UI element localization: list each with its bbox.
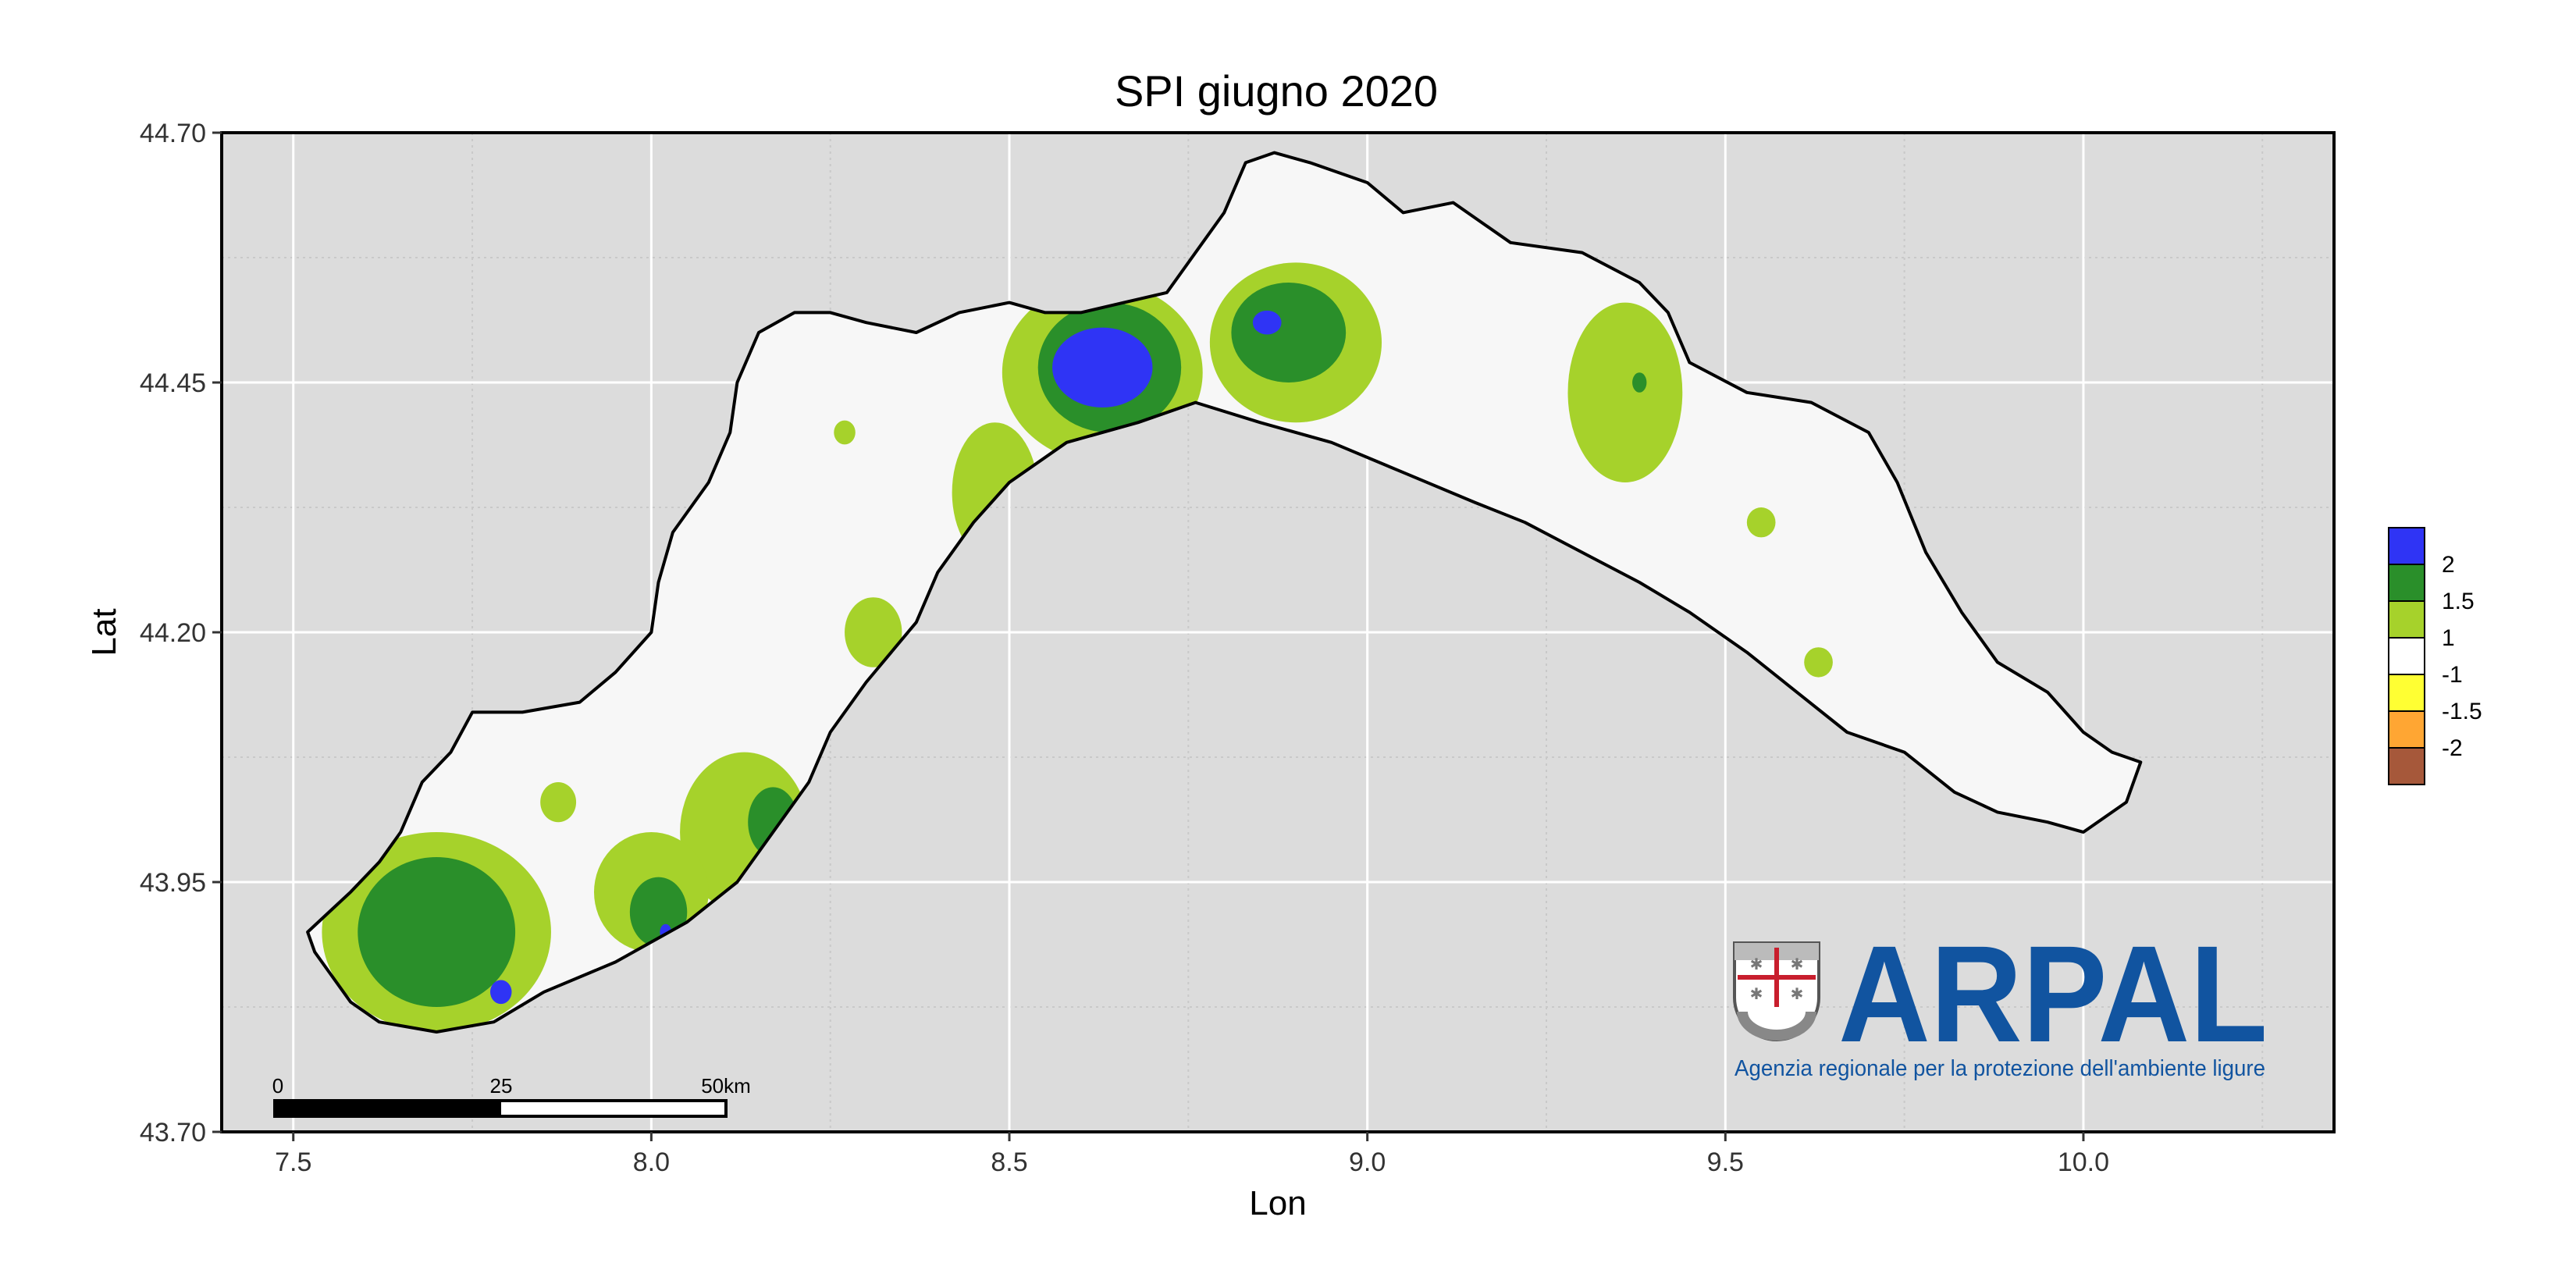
spi-area-1 [1746, 507, 1776, 538]
legend-swatch [2388, 674, 2425, 712]
y-tick-label: 44.20 [140, 618, 206, 648]
legend-label: 1.5 [2442, 589, 2475, 614]
spi-area-2 [489, 980, 512, 1005]
legend-swatch [2388, 710, 2425, 749]
legend: 2 1.5 1 -1 -1.5 -2 [2388, 527, 2482, 785]
region-outline [306, 151, 2143, 1034]
x-tick-label: 9.0 [1349, 1147, 1386, 1177]
spi-area-1 [1804, 647, 1833, 678]
logo-wordmark: ARPAL [1838, 918, 2268, 1071]
scale-label-0: 0 [272, 1074, 283, 1098]
svg-text:✱: ✱ [1791, 956, 1804, 973]
scale-bar-filled-segment [275, 1101, 501, 1116]
x-axis: 7.5 8.0 8.5 9.0 9.5 10.0 [275, 1132, 2109, 1177]
x-axis-title: Lon [1249, 1184, 1306, 1222]
y-axis: 43.70 43.95 44.20 44.45 44.70 [140, 119, 222, 1147]
legend-swatch [2388, 600, 2425, 639]
y-tick-label: 43.70 [140, 1118, 206, 1147]
x-tick-label: 8.5 [991, 1147, 1027, 1177]
x-tick-label: 8.0 [633, 1147, 670, 1177]
scale-label-50km: 50km [701, 1074, 751, 1098]
arpal-logo: ✱ ✱ ✱ ✱ ARPAL Agenzia regionale per la p… [1733, 918, 2268, 1081]
legend-label: 1 [2442, 625, 2455, 651]
x-tick-label: 7.5 [275, 1147, 311, 1177]
scale-bar: 0 25 50km [272, 1074, 751, 1118]
spi-area-1-5 [358, 857, 516, 1007]
legend-swatch [2388, 637, 2425, 675]
spi-area-1 [540, 782, 577, 823]
spi-area-1 [845, 597, 902, 667]
x-tick-label: 9.5 [1707, 1147, 1744, 1177]
legend-swatch [2388, 747, 2425, 785]
spi-area-1-5 [1231, 283, 1347, 382]
legend-label: 2 [2442, 552, 2455, 578]
logo-subtitle: Agenzia regionale per la protezione dell… [1735, 1056, 2265, 1081]
spi-area-1 [834, 420, 856, 445]
svg-text:✱: ✱ [1750, 956, 1763, 973]
spi-area-2 [1252, 310, 1282, 335]
legend-label: -1.5 [2442, 699, 2482, 724]
legend-label: -2 [2442, 735, 2463, 761]
svg-text:✱: ✱ [1791, 986, 1804, 1003]
legend-swatch [2388, 564, 2425, 602]
legend-label: -1 [2442, 662, 2463, 688]
y-tick-label: 44.45 [140, 368, 206, 398]
spi-area-1-5 [1632, 372, 1647, 393]
legend-swatch [2388, 527, 2425, 565]
plot-area [220, 131, 2336, 1133]
y-axis-title: Lat [85, 608, 123, 656]
map-title: SPI giugno 2020 [1115, 66, 1438, 116]
x-tick-label: 10.0 [2058, 1147, 2109, 1177]
spi-area-1 [1567, 302, 1683, 482]
svg-text:✱: ✱ [1750, 986, 1763, 1003]
liguria-shield-icon: ✱ ✱ ✱ ✱ [1733, 941, 1820, 1041]
y-tick-label: 43.95 [140, 868, 206, 898]
scale-label-25: 25 [490, 1074, 513, 1098]
spi-area-2 [1052, 327, 1153, 407]
y-tick-label: 44.70 [140, 119, 206, 148]
